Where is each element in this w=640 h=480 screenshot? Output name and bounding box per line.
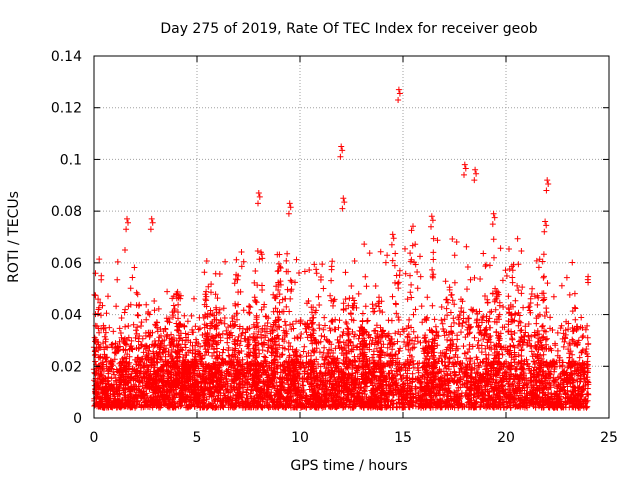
data-points <box>90 86 592 411</box>
x-tick-label: 0 <box>90 430 99 446</box>
y-tick-label: 0.02 <box>51 359 82 375</box>
grid-lines <box>94 56 609 418</box>
y-tick-label: 0.08 <box>51 204 82 220</box>
x-tick-label: 10 <box>291 430 309 446</box>
y-tick-label: 0.06 <box>51 256 82 272</box>
y-tick-label: 0.1 <box>60 152 82 168</box>
x-tick-label: 5 <box>193 430 202 446</box>
scatter-markers <box>90 86 592 411</box>
x-axis-label: GPS time / hours <box>290 458 407 474</box>
y-axis-ticks: 0 0.02 0.04 0.06 0.08 0.1 0.12 0.14 <box>51 49 609 427</box>
x-tick-label: 25 <box>600 430 618 446</box>
plot-frame <box>93 55 610 419</box>
chart-title: Day 275 of 2019, Rate Of TEC Index for r… <box>160 21 537 37</box>
x-tick-label: 20 <box>497 430 515 446</box>
y-tick-label: 0.04 <box>51 308 82 324</box>
x-axis-ticks: 0 5 10 15 20 25 <box>90 56 618 446</box>
y-tick-label: 0 <box>73 411 82 427</box>
x-tick-label: 15 <box>394 430 412 446</box>
y-tick-label: 0.14 <box>51 49 82 65</box>
y-axis-label: ROTI / TECUs <box>6 191 22 283</box>
y-tick-label: 0.12 <box>51 101 82 117</box>
